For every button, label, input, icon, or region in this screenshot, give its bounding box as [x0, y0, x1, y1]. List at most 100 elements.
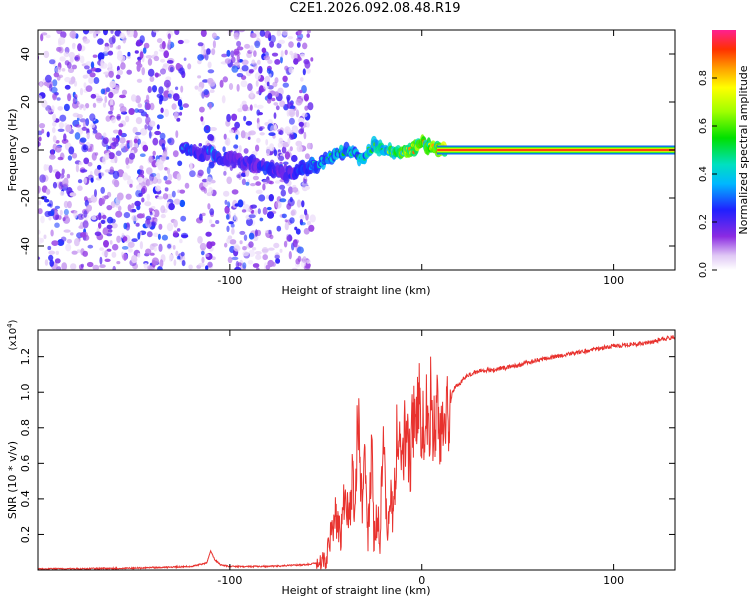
- spectrogram-noise-cell: [248, 68, 255, 73]
- x-tick-label: 0: [418, 574, 425, 587]
- spectrogram-noise-cell: [57, 156, 64, 161]
- spectrogram-noise-cell: [279, 248, 283, 253]
- spectrogram-noise-cell: [281, 146, 287, 154]
- spectrogram-noise-cell: [306, 30, 311, 34]
- spectrogram-noise-cell: [247, 136, 251, 140]
- spectrogram-noise-cell: [149, 212, 153, 216]
- spectrogram-noise-cell: [267, 92, 273, 100]
- spectrogram-noise-cell: [131, 255, 138, 264]
- spectrogram-noise-cell: [119, 144, 124, 149]
- spectrogram-noise-cell: [149, 120, 156, 127]
- spectrogram-noise-cell: [167, 173, 173, 182]
- spectrogram-noise-cell: [241, 100, 247, 106]
- spectrogram-noise-cell: [255, 144, 260, 152]
- spectrogram-noise-cell: [137, 138, 141, 145]
- spectrogram-noise-cell: [239, 230, 246, 235]
- spectrogram-noise-cell: [51, 240, 59, 247]
- spectrogram-noise-cell: [267, 85, 274, 90]
- spectrogram-noise-cell: [211, 32, 217, 39]
- spectrogram-noise-cell: [303, 265, 311, 270]
- spectrogram-noise-cell: [82, 74, 88, 79]
- y-tick-label: 40: [19, 47, 32, 61]
- spectrogram-noise-cell: [112, 265, 116, 270]
- spectrogram-noise-cell: [144, 124, 148, 130]
- colorbar: 0.0 0.2 0.4 0.6 0.8 Normalized spectral ampl…: [698, 30, 750, 278]
- spectrogram-noise-cell: [60, 236, 67, 242]
- spectrogram-noise-cell: [255, 80, 259, 87]
- spectrogram-noise-cell: [206, 48, 211, 55]
- spectrogram-noise-cell: [93, 77, 100, 84]
- spectrogram-noise-cell: [163, 63, 169, 67]
- spectrogram-noise-cell: [200, 48, 205, 56]
- spectrogram-noise-cell: [48, 254, 54, 261]
- spectrogram-noise-cell: [137, 109, 145, 113]
- spectrogram-noise-cell: [296, 199, 302, 208]
- spectrogram-noise-cell: [298, 121, 304, 127]
- spectrogram-noise-cell: [289, 146, 293, 152]
- spectrogram-noise-cell: [119, 106, 127, 113]
- spectrogram-noise-cell: [156, 178, 162, 184]
- spectrogram-noise-cell: [267, 59, 273, 64]
- spectrogram-noise-cell: [125, 193, 132, 200]
- spectrogram-noise-cell: [137, 232, 141, 240]
- spectrogram-noise-cell: [127, 248, 133, 253]
- spectrogram-noise-cell: [117, 45, 121, 50]
- x-tick-label: -100: [217, 274, 242, 287]
- spectrogram-noise-cell: [262, 179, 270, 185]
- spectrogram-noise-cell: [146, 218, 151, 225]
- spectrogram-noise-cell: [164, 167, 168, 171]
- spectrogram-noise-cell: [289, 196, 293, 203]
- spectrogram-noise-cell: [179, 111, 183, 116]
- spectrogram-noise-cell: [71, 33, 76, 39]
- spectrogram-noise-cell: [300, 77, 304, 82]
- spectrogram-noise-cell: [109, 43, 114, 48]
- spectrogram-noise-cell: [59, 190, 65, 197]
- spectrogram-noise-cell: [245, 181, 250, 186]
- spectrogram-noise-cell: [206, 241, 213, 250]
- spectrogram-noise-cell: [248, 249, 255, 257]
- spectrogram-noise-cell: [126, 30, 134, 38]
- spectrogram-noise-cell: [173, 219, 178, 228]
- spectrogram-noise-cell: [134, 50, 139, 54]
- spectrogram-noise-cell: [137, 176, 144, 183]
- spectrogram-noise-cell: [262, 183, 266, 191]
- spectrogram-noise-cell: [80, 169, 88, 173]
- spectrogram-noise-cell: [147, 86, 152, 93]
- spectrogram-noise-cell: [136, 184, 142, 191]
- spectrogram-noise-cell: [302, 68, 306, 76]
- spectrogram-noise-cell: [274, 91, 279, 97]
- spectrogram-noise-cell: [253, 50, 257, 57]
- spectrogram-noise-cell: [288, 41, 294, 48]
- spectrogram-noise-cell: [256, 137, 261, 143]
- spectrogram-noise-cell: [256, 267, 260, 270]
- snr-y-label: SNR (10 * v/v): [6, 441, 19, 519]
- spectrogram-noise-cell: [121, 246, 129, 250]
- colorbar-tick-label: 0.4: [698, 166, 709, 182]
- spectrogram-noise-cell: [125, 115, 130, 123]
- snr-y-multiplier: (x104): [6, 319, 19, 350]
- chart-title: C2E1.2026.092.08.48.R19: [289, 1, 461, 16]
- spectrogram-noise-cell: [159, 259, 164, 268]
- spectrogram-noise-cell: [306, 142, 312, 150]
- spectrogram-noise-cell: [74, 56, 79, 61]
- spectrogram-noise-cell: [201, 256, 205, 264]
- spectrogram-noise-cell: [107, 62, 112, 69]
- spectrogram-noise-cell: [304, 105, 309, 111]
- spectrogram-noise-cell: [116, 113, 121, 121]
- spectrogram-noise-cell: [81, 144, 89, 153]
- spectrogram-noise-cell: [240, 172, 247, 177]
- spectrogram-noise-cell: [275, 200, 282, 209]
- spectrogram-noise-cell: [300, 222, 306, 226]
- spectrogram-noise-cell: [147, 58, 153, 66]
- spectrogram-noise-cell: [273, 242, 280, 249]
- spectrogram-noise-cell: [288, 133, 295, 140]
- spectrogram-noise-cell: [86, 132, 90, 140]
- spectrogram-noise-cell: [70, 263, 77, 270]
- spectrogram-noise-cell: [56, 46, 62, 52]
- spectrogram-noise-cell: [263, 55, 271, 61]
- spectrogram-noise-cell: [87, 162, 93, 167]
- spectrogram-noise-cell: [153, 246, 157, 252]
- colorbar-gradient: [712, 30, 736, 270]
- spectrogram-noise-cell: [101, 250, 109, 257]
- spectrogram-noise-cell: [67, 67, 75, 74]
